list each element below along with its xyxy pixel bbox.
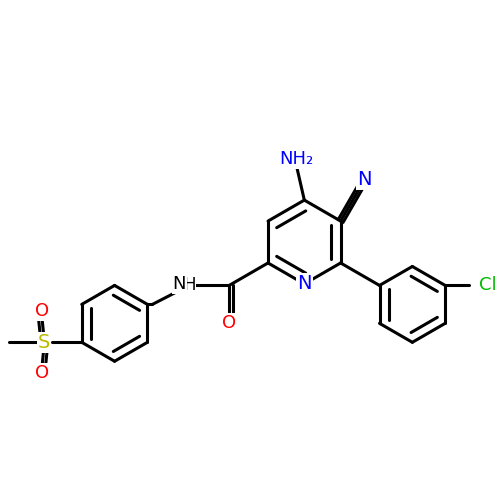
Text: S: S [38,333,50,352]
Text: N: N [297,274,312,293]
Text: NH₂: NH₂ [279,150,314,168]
Text: H: H [183,276,196,294]
Text: N: N [358,170,372,189]
Text: O: O [35,364,49,382]
Text: O: O [35,302,49,320]
Text: Cl: Cl [479,276,496,294]
Text: O: O [222,314,236,332]
Text: N: N [172,276,186,293]
